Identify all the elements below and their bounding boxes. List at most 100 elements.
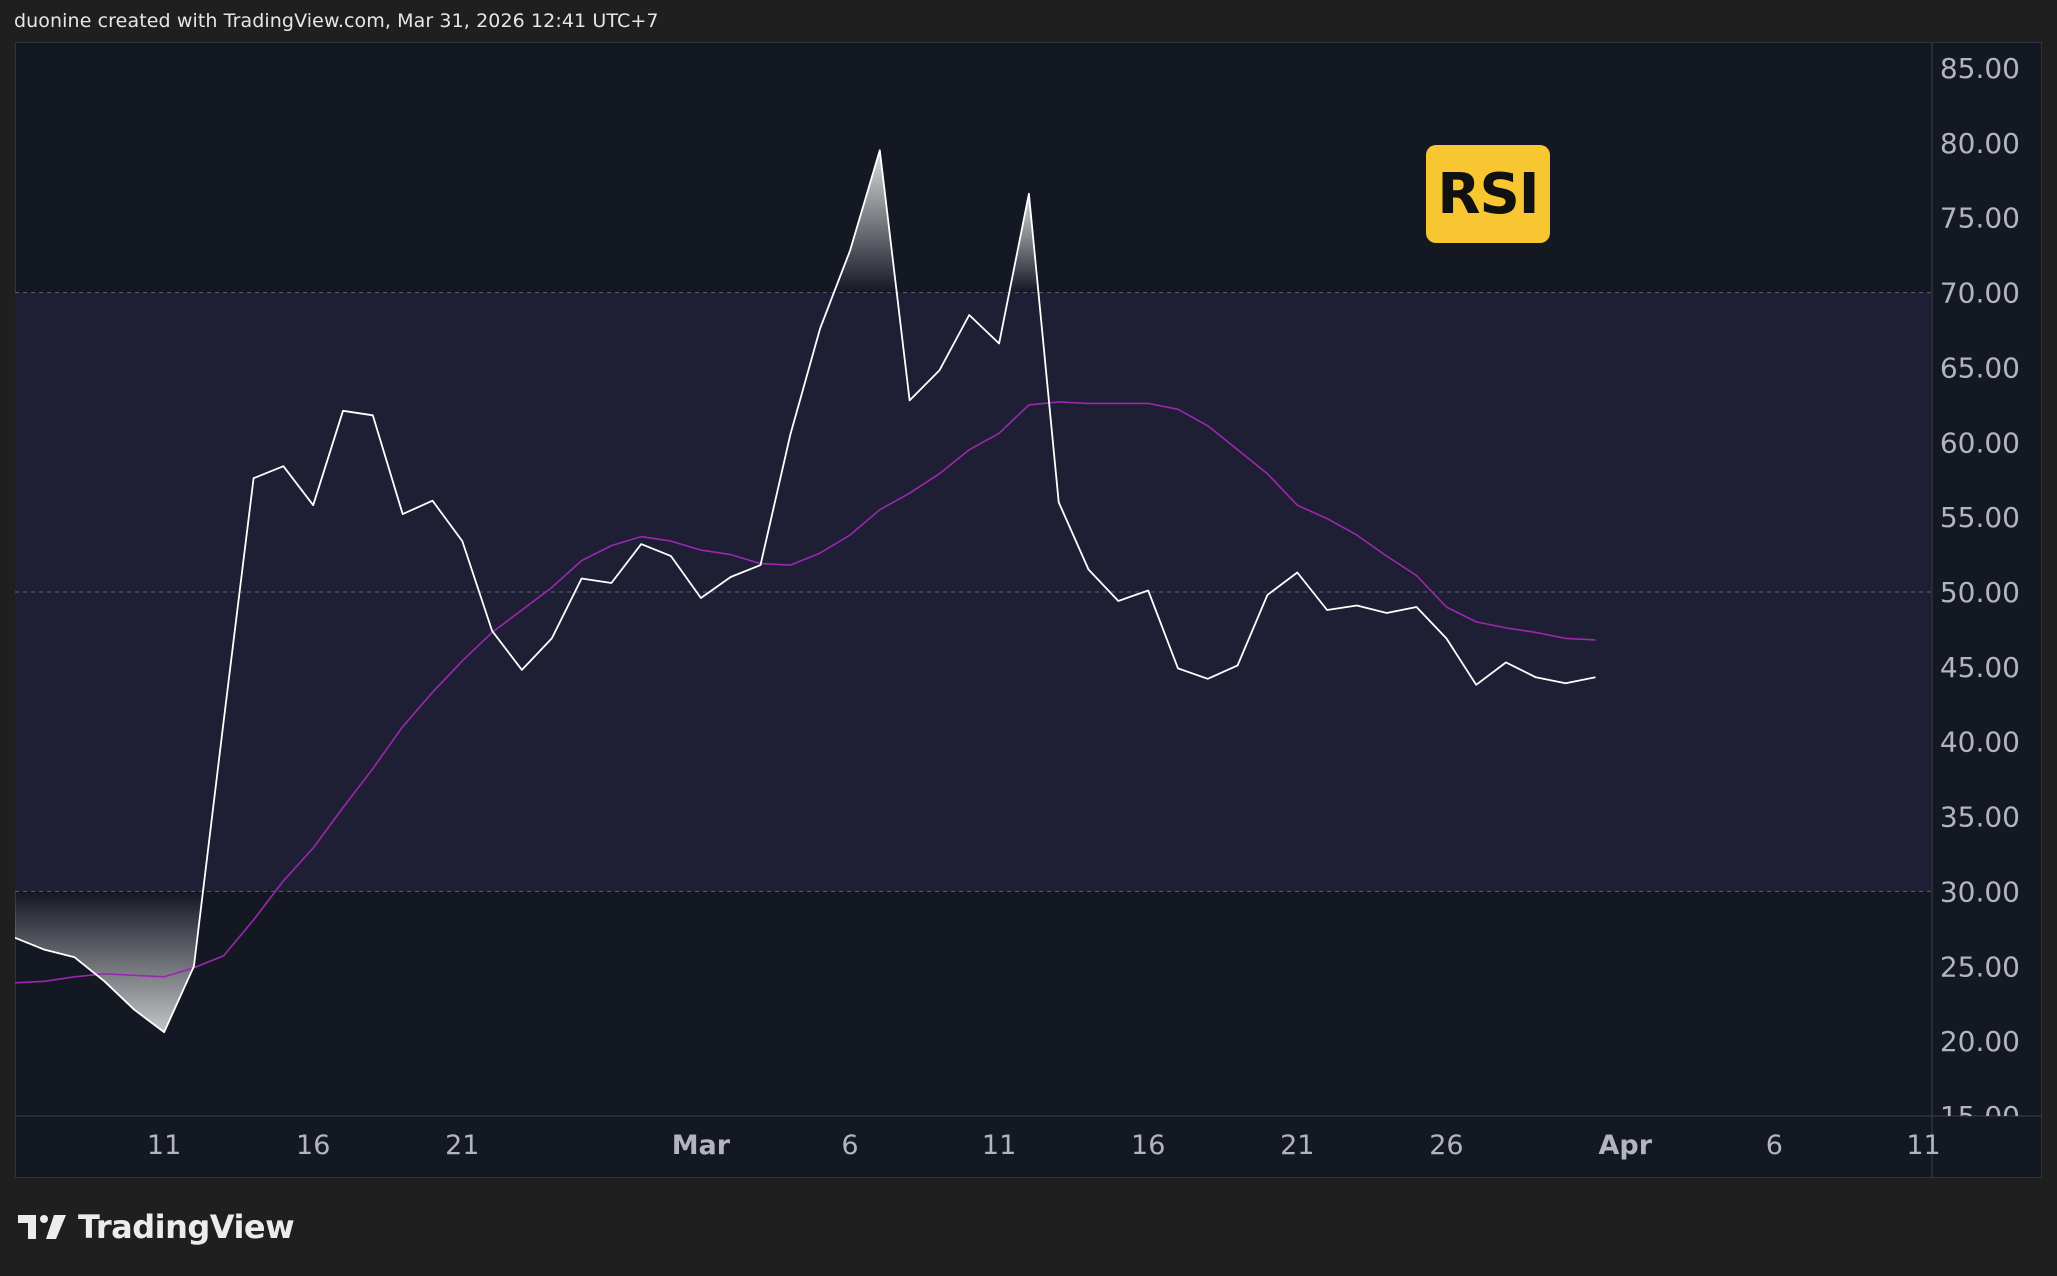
rsi-ma-point-2026-03-30 — [1564, 636, 1568, 640]
rsi-point-2026-02-06 — [13, 936, 17, 940]
rsi-ma-point-2026-03-09 — [937, 472, 941, 476]
tradingview-brand[interactable]: TradingView — [18, 1208, 295, 1246]
rsi-point-2026-03-02 — [729, 575, 733, 579]
rsi-ma-point-2026-02-28 — [669, 539, 673, 543]
rsi-ma-point-2026-03-21 — [1295, 503, 1299, 507]
rsi-ma-point-2026-03-01 — [699, 548, 703, 552]
rsi-point-2026-03-14 — [1087, 568, 1091, 572]
rsi-ma-point-2026-02-19 — [401, 725, 405, 729]
rsi-point-2026-03-11 — [997, 342, 1001, 346]
rsi-ma-point-2026-02-17 — [341, 806, 345, 810]
rsi-ma-point-2026-03-19 — [1236, 448, 1240, 452]
rsi-point-2026-03-21 — [1295, 571, 1299, 575]
rsi-point-2026-02-28 — [669, 554, 673, 558]
rsi-ma-series-line — [15, 401, 1596, 984]
y-tick-label: 40.00 — [1940, 726, 2020, 759]
x-tick-label: Apr — [1599, 1130, 1653, 1161]
oversold-fill-1 — [15, 891, 203, 1033]
rsi-ma-point-2026-02-25 — [580, 559, 584, 563]
rsi-ma-point-2026-03-12 — [1027, 403, 1031, 407]
rsi-point-2026-03-05 — [818, 327, 822, 331]
rsi-point-2026-03-29 — [1534, 675, 1538, 679]
rsi-point-2026-03-08 — [908, 398, 912, 402]
rsi-ma-point-2026-03-20 — [1265, 472, 1269, 476]
x-tick-label: 11 — [1906, 1130, 1940, 1161]
rsi-ma-point-2026-03-11 — [997, 431, 1001, 435]
rsi-ma-point-2026-03-23 — [1355, 533, 1359, 537]
x-tick-label: 16 — [1131, 1130, 1165, 1161]
rsi-point-2026-02-10 — [132, 1008, 136, 1012]
rsi-point-2026-03-10 — [967, 313, 971, 317]
rsi-band-background — [15, 292, 1932, 892]
y-tick-label: 65.00 — [1940, 351, 2020, 384]
rsi-ma-point-2026-03-13 — [1057, 400, 1061, 404]
y-tick-label: 35.00 — [1940, 801, 2020, 834]
rsi-ma-point-2026-03-22 — [1325, 517, 1329, 521]
rsi-ma-point-2026-02-16 — [311, 846, 315, 850]
rsi-ma-point-2026-03-10 — [967, 448, 971, 452]
rsi-ma-point-2026-02-23 — [520, 608, 524, 612]
rsi-point-2026-02-16 — [311, 503, 315, 507]
rsi-point-2026-03-01 — [699, 596, 703, 600]
rsi-ma-point-2026-03-31 — [1594, 638, 1598, 642]
rsi-ma-point-2026-02-11 — [162, 975, 166, 979]
x-tick-label: Mar — [672, 1130, 731, 1161]
y-tick-label: 30.00 — [1940, 875, 2020, 908]
rsi-point-2026-03-07 — [878, 148, 882, 152]
y-tick-label: 15.00 — [1940, 1100, 2020, 1133]
rsi-ma-point-2026-03-25 — [1415, 574, 1419, 578]
rsi-ma-point-2026-03-05 — [818, 551, 822, 555]
y-tick-label: 25.00 — [1940, 950, 2020, 983]
x-tick-label: 21 — [1280, 1130, 1314, 1161]
rsi-point-2026-02-26 — [609, 581, 613, 585]
y-tick-label: 50.00 — [1940, 576, 2020, 609]
rsi-ma-point-2026-02-12 — [192, 966, 196, 970]
rsi-ma-point-2026-03-29 — [1534, 630, 1538, 634]
rsi-ma-point-2026-02-10 — [132, 973, 136, 977]
rsi-ma-point-2026-03-28 — [1504, 626, 1508, 630]
rsi-point-2026-02-21 — [460, 539, 464, 543]
x-tick-label: 26 — [1429, 1130, 1463, 1161]
rsi-ma-point-2026-03-03 — [759, 562, 763, 566]
rsi-point-2026-03-06 — [848, 249, 852, 253]
rsi-point-2026-03-22 — [1325, 608, 1329, 612]
rsi-ma-point-2026-02-20 — [431, 690, 435, 694]
rsi-point-2026-02-24 — [550, 636, 554, 640]
y-tick-label: 55.00 — [1940, 501, 2020, 534]
rsi-ma-point-2026-03-15 — [1116, 401, 1120, 405]
rsi-ma-point-2026-03-27 — [1474, 620, 1478, 624]
y-tick-label: 85.00 — [1940, 52, 2020, 85]
rsi-point-2026-02-27 — [639, 542, 643, 546]
rsi-ma-point-2026-02-09 — [103, 972, 107, 976]
rsi-ma-point-2026-03-07 — [878, 508, 882, 512]
x-tick-label: 16 — [296, 1130, 330, 1161]
rsi-ma-point-2026-02-18 — [371, 767, 375, 771]
rsi-point-2026-03-13 — [1057, 500, 1061, 504]
rsi-badge: RSI — [1426, 145, 1550, 243]
rsi-point-2026-02-11 — [162, 1030, 166, 1034]
rsi-point-2026-03-26 — [1444, 636, 1448, 640]
rsi-series-line — [15, 149, 1596, 1034]
rsi-point-2026-02-13 — [222, 719, 226, 723]
x-tick-label: 21 — [445, 1130, 479, 1161]
rsi-ma-point-2026-02-15 — [281, 879, 285, 883]
rsi-ma-point-2026-03-18 — [1206, 424, 1210, 428]
rsi-point-2026-03-18 — [1206, 677, 1210, 681]
rsi-point-2026-02-09 — [103, 979, 107, 983]
rsi-point-2026-02-07 — [43, 948, 47, 952]
tradingview-logo-icon — [18, 1215, 66, 1239]
rsi-ma-point-2026-03-02 — [729, 553, 733, 557]
rsi-point-2026-03-15 — [1116, 599, 1120, 603]
rsi-ma-point-2026-02-24 — [550, 586, 554, 590]
rsi-point-2026-03-24 — [1385, 611, 1389, 615]
rsi-point-2026-02-14 — [252, 476, 256, 480]
x-tick-label: 6 — [1766, 1130, 1783, 1161]
rsi-ma-point-2026-02-26 — [609, 544, 613, 548]
rsi-point-2026-03-23 — [1355, 604, 1359, 608]
rsi-ma-point-2026-03-24 — [1385, 554, 1389, 558]
overbought-fill-1 — [833, 150, 897, 293]
rsi-point-2026-02-17 — [341, 409, 345, 413]
rsi-ma-point-2026-02-07 — [43, 979, 47, 983]
x-tick-label: 6 — [841, 1130, 858, 1161]
